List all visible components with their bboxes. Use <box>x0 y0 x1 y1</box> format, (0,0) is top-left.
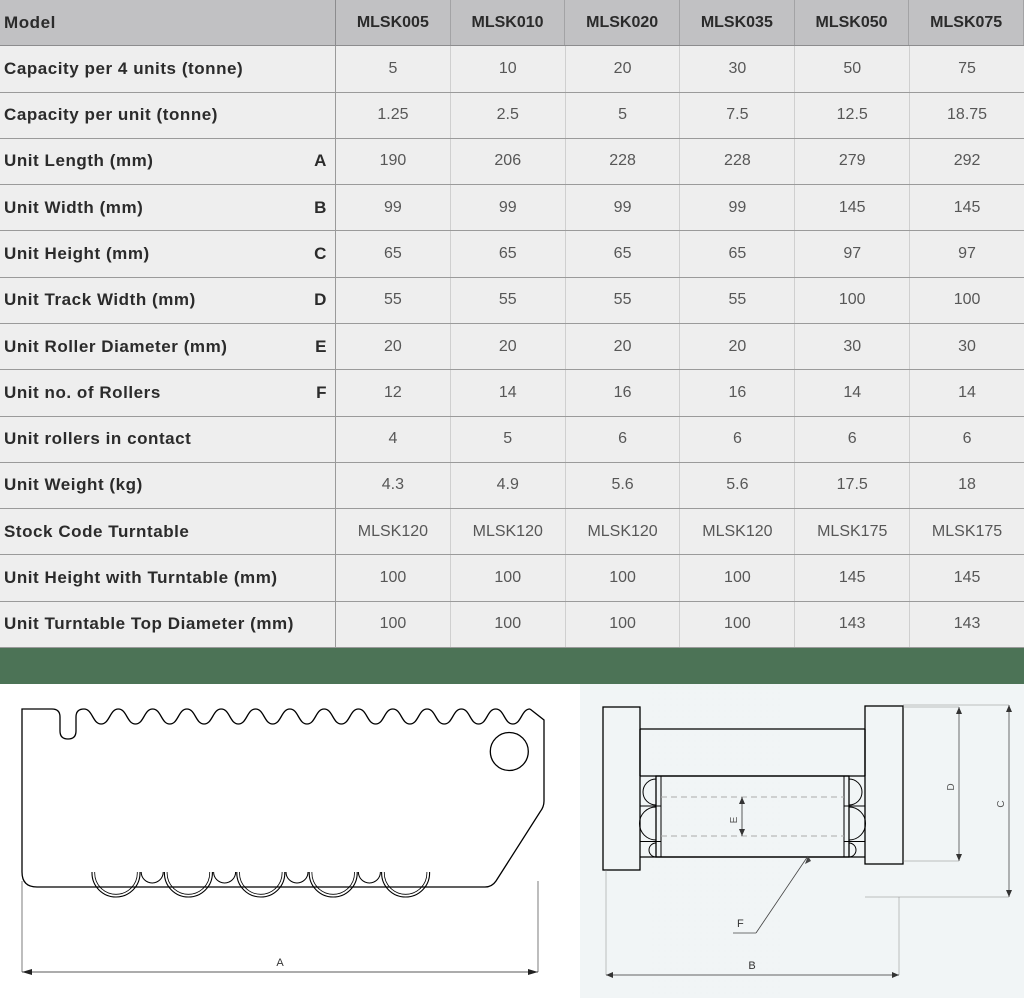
svg-text:A: A <box>276 957 284 969</box>
svg-text:C: C <box>996 800 1007 807</box>
svg-text:F: F <box>737 918 744 930</box>
svg-text:D: D <box>946 783 957 790</box>
svg-text:B: B <box>748 960 755 972</box>
svg-text:E: E <box>729 816 740 823</box>
